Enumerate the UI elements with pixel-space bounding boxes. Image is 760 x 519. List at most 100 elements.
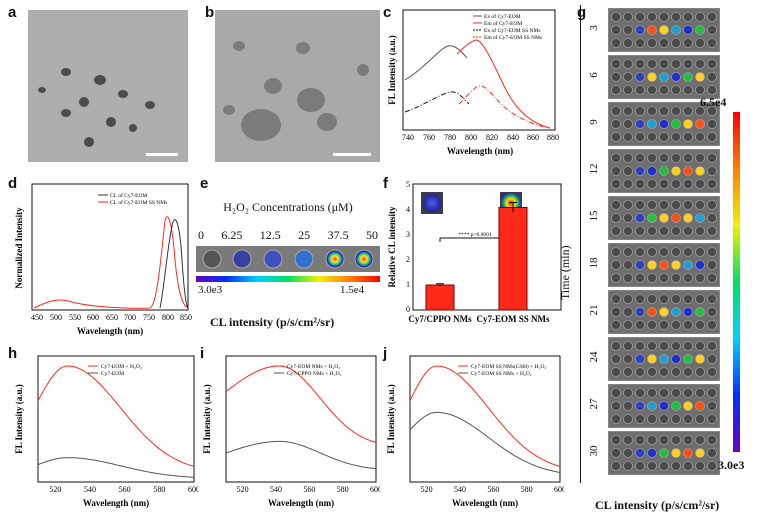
e-conc-1: 6.25	[221, 228, 243, 242]
legend-h-1: Cy7-EOM	[101, 371, 124, 377]
panel-label-j: j	[383, 345, 388, 362]
legend-c-2: Ex of Cy7-EOM SS NMs	[484, 27, 541, 34]
series-ex-cy7-eom	[404, 45, 468, 81]
g-plate-8	[608, 384, 720, 428]
legend-i-1: Cy7/CPPO NMs + H₂O₂	[287, 371, 342, 377]
e-conc-2: 12.5	[259, 228, 281, 242]
legend-i-0: Cy7-EOM NMs + H₂O₂	[287, 364, 340, 370]
g-time-label: Time (min)	[558, 245, 572, 300]
tick-i-4: 600	[370, 485, 380, 494]
g-plate-3	[608, 149, 720, 193]
g-plate-7	[608, 337, 720, 381]
legend-d-0: CL of Cy7-EOM	[110, 192, 147, 199]
tick-j-3: 580	[521, 485, 533, 494]
g-footer: CL intensity (p/s/cm²/sr)	[595, 498, 720, 512]
e-title: H₂O₂ Concentrations (μM)	[223, 200, 353, 214]
g-time-7: 24	[588, 351, 600, 363]
xlabel-c: Wavelength (nm)	[447, 146, 513, 156]
g-time-5: 18	[588, 257, 600, 269]
tick-c-7: 880	[547, 133, 559, 142]
g-scale-min: 3.0e3	[718, 458, 745, 472]
series-h-1	[37, 457, 195, 478]
panel-label-i: i	[200, 345, 205, 362]
g-plate-9	[608, 431, 720, 475]
tick-j-4: 600	[554, 485, 564, 494]
g-plate-6	[608, 290, 720, 334]
f-cat-0: Cy7/CPPO NMs	[408, 314, 472, 324]
e-conc-3: 25	[298, 228, 311, 242]
tick-c-1: 760	[423, 133, 435, 142]
tick-j-1: 540	[454, 485, 466, 494]
g-colorbar	[733, 112, 740, 452]
panel-d-chart: CL of Cy7-EOM CL of Cy7-EOM SS NMs 450 5…	[14, 183, 192, 336]
e-conc-4: 37.5	[327, 228, 349, 242]
legend-j-1: Cy7-EOM SS NMs + H₂O₂	[471, 371, 532, 377]
g-plate-2	[608, 102, 720, 146]
g-plate-0	[608, 8, 720, 52]
scale-bar-b	[333, 153, 371, 156]
legend-h-0: Cy7-EOM + H₂O₂	[101, 364, 142, 370]
tem-image-b	[215, 10, 380, 162]
g-time-1: 6	[588, 72, 600, 78]
panel-label-b: b	[205, 4, 215, 21]
f-cat-1: Cy7-EOM SS NMs	[476, 314, 549, 324]
series-em-ss-nms	[458, 85, 551, 129]
axis-frame	[37, 355, 195, 483]
e-scale-min: 3.0e3	[198, 284, 223, 296]
legend-c-0: Ex of Cy7-EOM	[484, 13, 521, 20]
xlabel-d: Wavelength (nm)	[77, 326, 143, 336]
f-ytick-4: 4	[406, 205, 410, 214]
g-time-9: 30	[588, 445, 600, 457]
tick-h-3: 580	[153, 485, 165, 494]
panel-label-h: h	[8, 345, 18, 362]
tem-particles-b	[223, 41, 369, 141]
axis-frame	[409, 355, 561, 483]
tick-d-7: 800	[162, 313, 174, 322]
f-ytick-0: 0	[406, 305, 410, 314]
axis-frame	[31, 183, 189, 311]
tick-d-5: 700	[124, 313, 136, 322]
g-time-0: 3	[588, 25, 600, 31]
panel-label-a: a	[8, 4, 17, 21]
g-scale-max: 6.5e4	[700, 95, 727, 109]
axis-frame	[225, 355, 377, 483]
ylabel-i: FL Intensity (a.u.)	[202, 384, 212, 454]
tick-d-2: 550	[69, 313, 81, 322]
tick-d-8: 850	[180, 313, 192, 322]
tick-c-3: 800	[465, 133, 477, 142]
scale-bar-a	[146, 153, 178, 156]
f-bar-0	[425, 284, 455, 311]
g-time-3: 12	[588, 163, 600, 175]
legend-c-1: Em of Cy7-EOM	[484, 20, 522, 27]
e-conc-5: 50	[365, 228, 378, 242]
tick-d-3: 600	[87, 313, 99, 322]
f-ytick-2: 2	[406, 255, 410, 264]
series-cl-ss-nms	[33, 216, 189, 309]
tick-i-1: 540	[270, 485, 282, 494]
panel-label-d: d	[8, 175, 18, 192]
legend-d-1: CL of Cy7-EOM SS NMs	[110, 199, 167, 206]
series-h-0	[37, 365, 195, 467]
tick-j-0: 520	[421, 485, 433, 494]
g-time-8: 27	[588, 398, 600, 410]
series-j-0	[409, 365, 561, 467]
tem-particles-a	[38, 68, 155, 147]
panel-label-e: e	[200, 175, 209, 192]
g-plate-4	[608, 196, 720, 240]
axis-frame	[412, 183, 562, 311]
g-plates	[608, 8, 720, 478]
axis-frame	[402, 9, 556, 131]
ylabel-f: Relative CL intensity	[387, 206, 397, 287]
tick-d-4: 650	[106, 313, 118, 322]
tick-h-2: 560	[119, 485, 131, 494]
e-colorbar	[196, 276, 380, 282]
g-divider	[580, 5, 581, 483]
tick-h-0: 520	[49, 485, 61, 494]
g-plate-5	[608, 243, 720, 287]
tick-c-0: 740	[402, 133, 414, 142]
xlabel-i: Wavelength (nm)	[268, 498, 334, 508]
tick-c-6: 860	[527, 133, 539, 142]
panel-label-c: c	[383, 4, 392, 21]
tick-c-2: 780	[444, 133, 456, 142]
